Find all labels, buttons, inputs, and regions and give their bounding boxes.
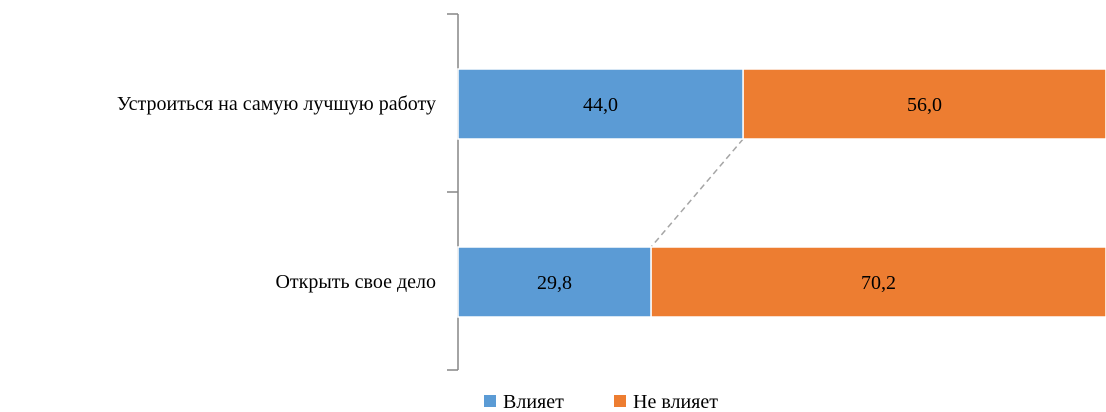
data-label: 29,8 (537, 272, 572, 294)
legend-label: Не влияет (633, 391, 718, 412)
data-label: 56,0 (907, 94, 942, 116)
legend-label: Влияет (503, 391, 564, 412)
legend: Влияет Не влияет (484, 391, 718, 412)
bar-segment (457, 68, 744, 140)
bars (457, 68, 1106, 318)
legend-swatch-vliyaet (484, 395, 496, 407)
legend-swatch-ne-vliyaet (614, 395, 626, 407)
data-label: 70,2 (861, 272, 896, 294)
category-axis (447, 13, 459, 371)
bar-segment (650, 246, 1106, 318)
category-label: Открыть свое дело (275, 271, 436, 293)
series-line (650, 138, 744, 248)
bar-segment (742, 68, 1106, 140)
category-label: Устроиться на самую лучшую работу (117, 93, 436, 115)
bar-segment (457, 246, 652, 318)
data-label: 44,0 (583, 94, 618, 116)
series-lines (650, 138, 744, 248)
data-labels: 44,0 56,0 29,8 70,2 (537, 94, 942, 294)
